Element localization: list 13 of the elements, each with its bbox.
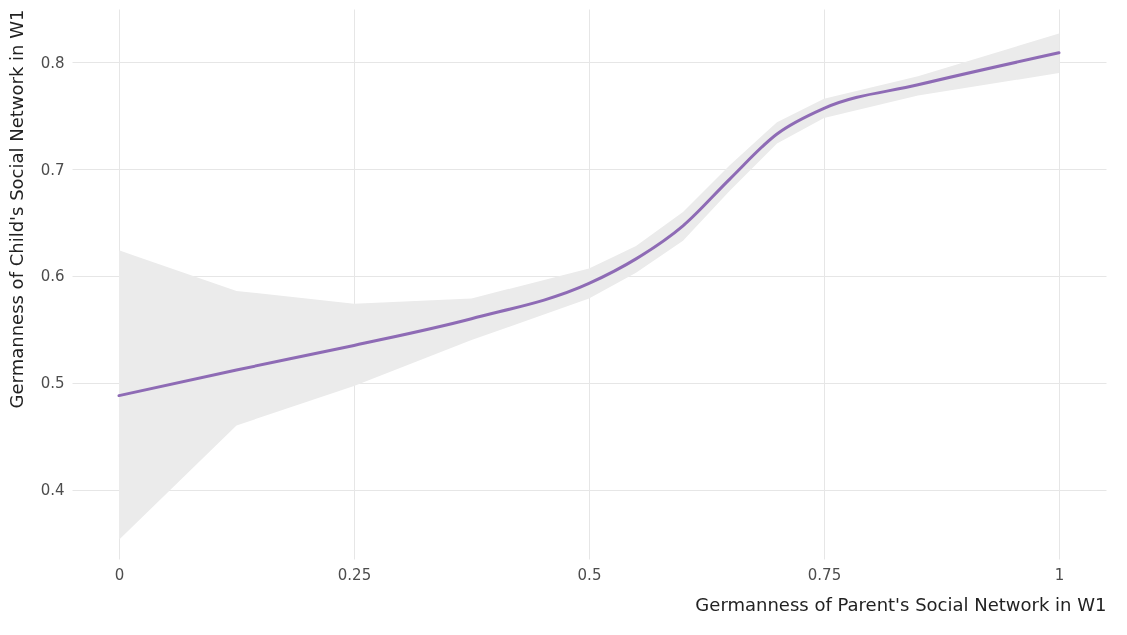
x-tick-label: 0.5	[577, 565, 602, 584]
y-tick-label: 0.7	[40, 160, 65, 179]
y-tick-label: 0.6	[40, 267, 65, 286]
y-tick-label: 0.5	[40, 374, 65, 393]
x-tick-label: 0.25	[337, 565, 372, 584]
y-axis-title: Germanness of Child's Social Network in W1	[5, 9, 27, 409]
line-series	[117, 51, 1061, 398]
x-tick-label: 0.75	[807, 565, 842, 584]
x-axis-title: Germanness of Parent's Social Network in W1	[695, 593, 1107, 615]
x-tick-label: 0	[114, 565, 125, 584]
y-tick-label: 0.8	[40, 53, 65, 72]
x-tick-label: 1	[1054, 565, 1065, 584]
y-tick-label: 0.4	[40, 481, 65, 500]
